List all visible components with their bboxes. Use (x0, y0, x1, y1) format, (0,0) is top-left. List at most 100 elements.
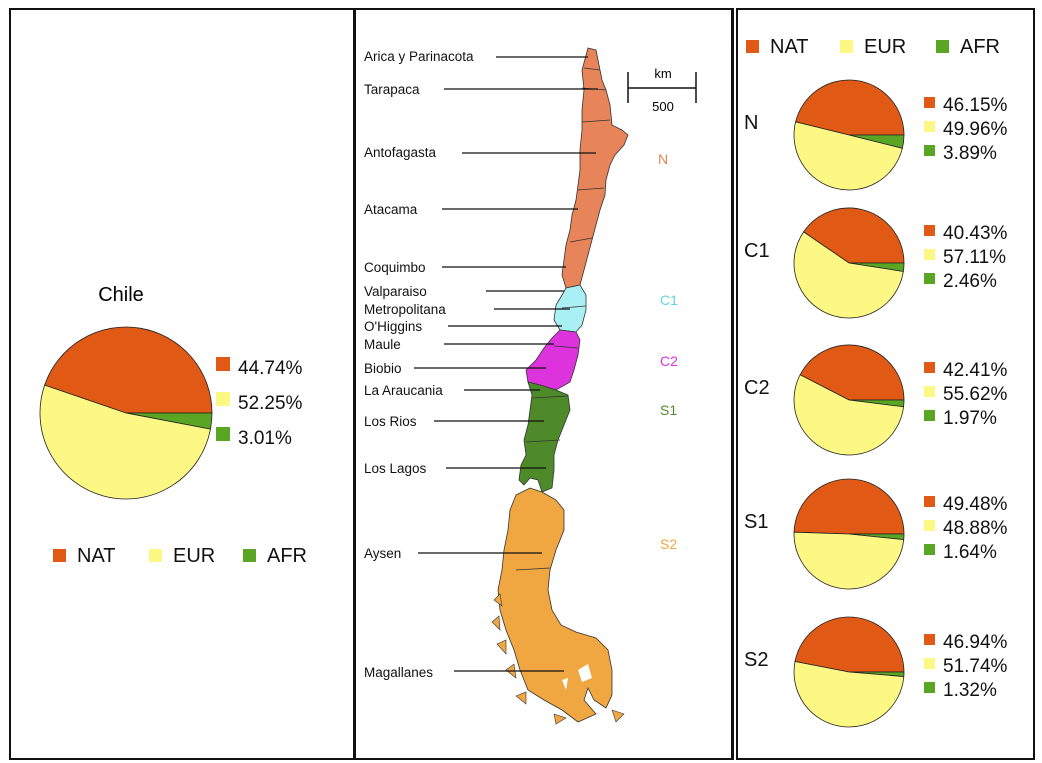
top-legend-label-eur: EUR (864, 36, 906, 58)
zone-title: S1 (744, 511, 768, 533)
zone-s1-value-nat: 49.48% (943, 494, 1008, 515)
zone-pie-n: N 46.15% 49.96% 3.89% (744, 79, 1008, 191)
chile-panel: Chile 44.74% 52.25% 3.01% NAT EUR AFR (9, 8, 354, 760)
chile-swatch-eur (216, 392, 230, 406)
zone-s2-slice-eur (793, 661, 905, 728)
zone-s1-value-eur: 48.88% (943, 518, 1008, 539)
zone-s2-value-afr: 1.32% (943, 680, 997, 701)
zone-label-s1: S1 (660, 402, 677, 418)
zone-c1-value-nat: 40.43% (943, 223, 1008, 244)
region-label: La Araucania (364, 383, 443, 398)
map-region-shapes (497, 47, 629, 723)
zone-pie-s1: S1 49.48% 48.88% 1.64% (744, 478, 1008, 590)
zone-title: C1 (744, 240, 770, 262)
map-panel: Arica y Parinacota Tarapaca Antofagasta … (353, 8, 734, 760)
zone-c2-value-nat: 42.41% (943, 360, 1008, 381)
chile-value-eur: 52.25% (238, 393, 303, 414)
zone-pie-c1: C1 40.43% 57.11% 2.46% (744, 207, 1008, 319)
zone-s1-value-afr: 1.64% (943, 542, 997, 563)
zone-c1-value-eur: 57.11% (943, 247, 1006, 268)
zone-c2-value-afr: 1.97% (943, 408, 997, 429)
top-legend-swatch-eur (840, 40, 853, 53)
map-zone-labels: N C1 C2 S1 S2 (658, 151, 678, 552)
zone-c1-slice-eur (793, 231, 904, 319)
zone-n-swatch-afr (924, 145, 935, 156)
zone-n-value-nat: 46.15% (943, 95, 1008, 116)
zone-c1-swatch-eur (924, 249, 935, 260)
zone-c2-swatch-nat (924, 362, 935, 373)
zone-label-n: N (658, 151, 668, 167)
chile-swatch-nat (216, 357, 230, 371)
region-label: Los Lagos (364, 461, 427, 476)
region-label: Aysen (364, 546, 401, 561)
region-label: Arica y Parinacota (364, 49, 474, 64)
zone-label-c1: C1 (660, 292, 678, 308)
region-label: O'Higgins (364, 319, 422, 334)
zone-s1-swatch-nat (924, 496, 935, 507)
region-label: Metropolitana (364, 302, 446, 317)
legend-swatch-afr (243, 549, 256, 562)
legend-swatch-eur (149, 549, 162, 562)
map-scale-bar: km 500 (627, 66, 697, 114)
chile-chart: Chile 44.74% 52.25% 3.01% NAT EUR AFR (39, 284, 307, 567)
zone-n-value-eur: 49.96% (943, 119, 1008, 140)
zone-c2-swatch-eur (924, 386, 935, 397)
scale-value: 500 (652, 99, 674, 114)
region-label: Antofagasta (364, 145, 437, 160)
zone-label-s2: S2 (660, 536, 677, 552)
top-legend-swatch-afr (936, 40, 949, 53)
zone-s2-swatch-nat (924, 634, 935, 645)
zone-s1-swatch-eur (924, 520, 935, 531)
scale-unit: km (654, 66, 671, 81)
chile-value-nat: 44.74% (238, 358, 303, 379)
chile-legend: NAT EUR AFR (53, 545, 307, 567)
map-region-borders (515, 67, 611, 571)
chile-slice-eur (39, 384, 211, 500)
zone-pies: N 46.15% 49.96% 3.89% C1 40.43% 57.11% 2.46% C2 4… (744, 79, 1008, 728)
zone-s1-slice-eur (793, 531, 905, 590)
map-zone-s1 (518, 381, 571, 493)
chile-pie-labels: 44.74% 52.25% 3.01% (216, 357, 303, 449)
zone-title: C2 (744, 377, 770, 399)
legend-label-nat: NAT (77, 545, 116, 567)
zone-pie-c2: C2 42.41% 55.62% 1.97% (744, 344, 1008, 456)
zone-title: N (744, 112, 758, 134)
zone-c1-swatch-nat (924, 225, 935, 236)
zone-c1-swatch-afr (924, 273, 935, 284)
zone-s2-value-eur: 51.74% (943, 656, 1008, 677)
top-legend-label-nat: NAT (770, 36, 809, 58)
zone-s1-swatch-afr (924, 544, 935, 555)
zone-c2-swatch-afr (924, 410, 935, 421)
legend-swatch-nat (53, 549, 66, 562)
region-label: Valparaiso (364, 284, 427, 299)
top-legend-label-afr: AFR (960, 36, 1000, 58)
region-label: Maule (364, 337, 401, 352)
zone-n-slice-nat (795, 79, 905, 136)
zone-s2-slice-nat (794, 616, 905, 673)
zone-s2-value-nat: 46.94% (943, 632, 1008, 653)
chile-slice-nat (44, 326, 213, 414)
zone-c2-slice-eur (793, 374, 905, 456)
zone-s2-swatch-afr (924, 682, 935, 693)
zone-c1-value-afr: 2.46% (943, 271, 997, 292)
zone-c2-value-eur: 55.62% (943, 384, 1008, 405)
zone-label-c2: C2 (660, 353, 678, 369)
region-label: Los Rios (364, 414, 417, 429)
region-label: Coquimbo (364, 260, 426, 275)
top-legend: NAT EUR AFR (746, 36, 1000, 58)
map-zone-n (561, 47, 629, 289)
map-region-labels: Arica y Parinacota Tarapaca Antofagasta … (364, 49, 474, 680)
chile-swatch-afr (216, 427, 230, 441)
zone-s1-slice-nat (793, 478, 905, 535)
zone-s2-swatch-eur (924, 658, 935, 669)
map-lakes (562, 664, 592, 690)
map-leader-lines (414, 56, 598, 672)
chile-map: Arica y Parinacota Tarapaca Antofagasta … (364, 47, 697, 725)
zone-n-value-afr: 3.89% (943, 143, 997, 164)
zone-n-slice-eur (793, 121, 903, 191)
zone-c1-slice-nat (803, 207, 905, 264)
map-zone-s2 (497, 487, 613, 723)
zone-n-swatch-eur (924, 121, 935, 132)
region-label: Magallanes (364, 665, 433, 680)
zones-chart: NAT EUR AFR N 46.15% 49.96% 3.89% C1 40.43% 57.1… (744, 36, 1008, 728)
